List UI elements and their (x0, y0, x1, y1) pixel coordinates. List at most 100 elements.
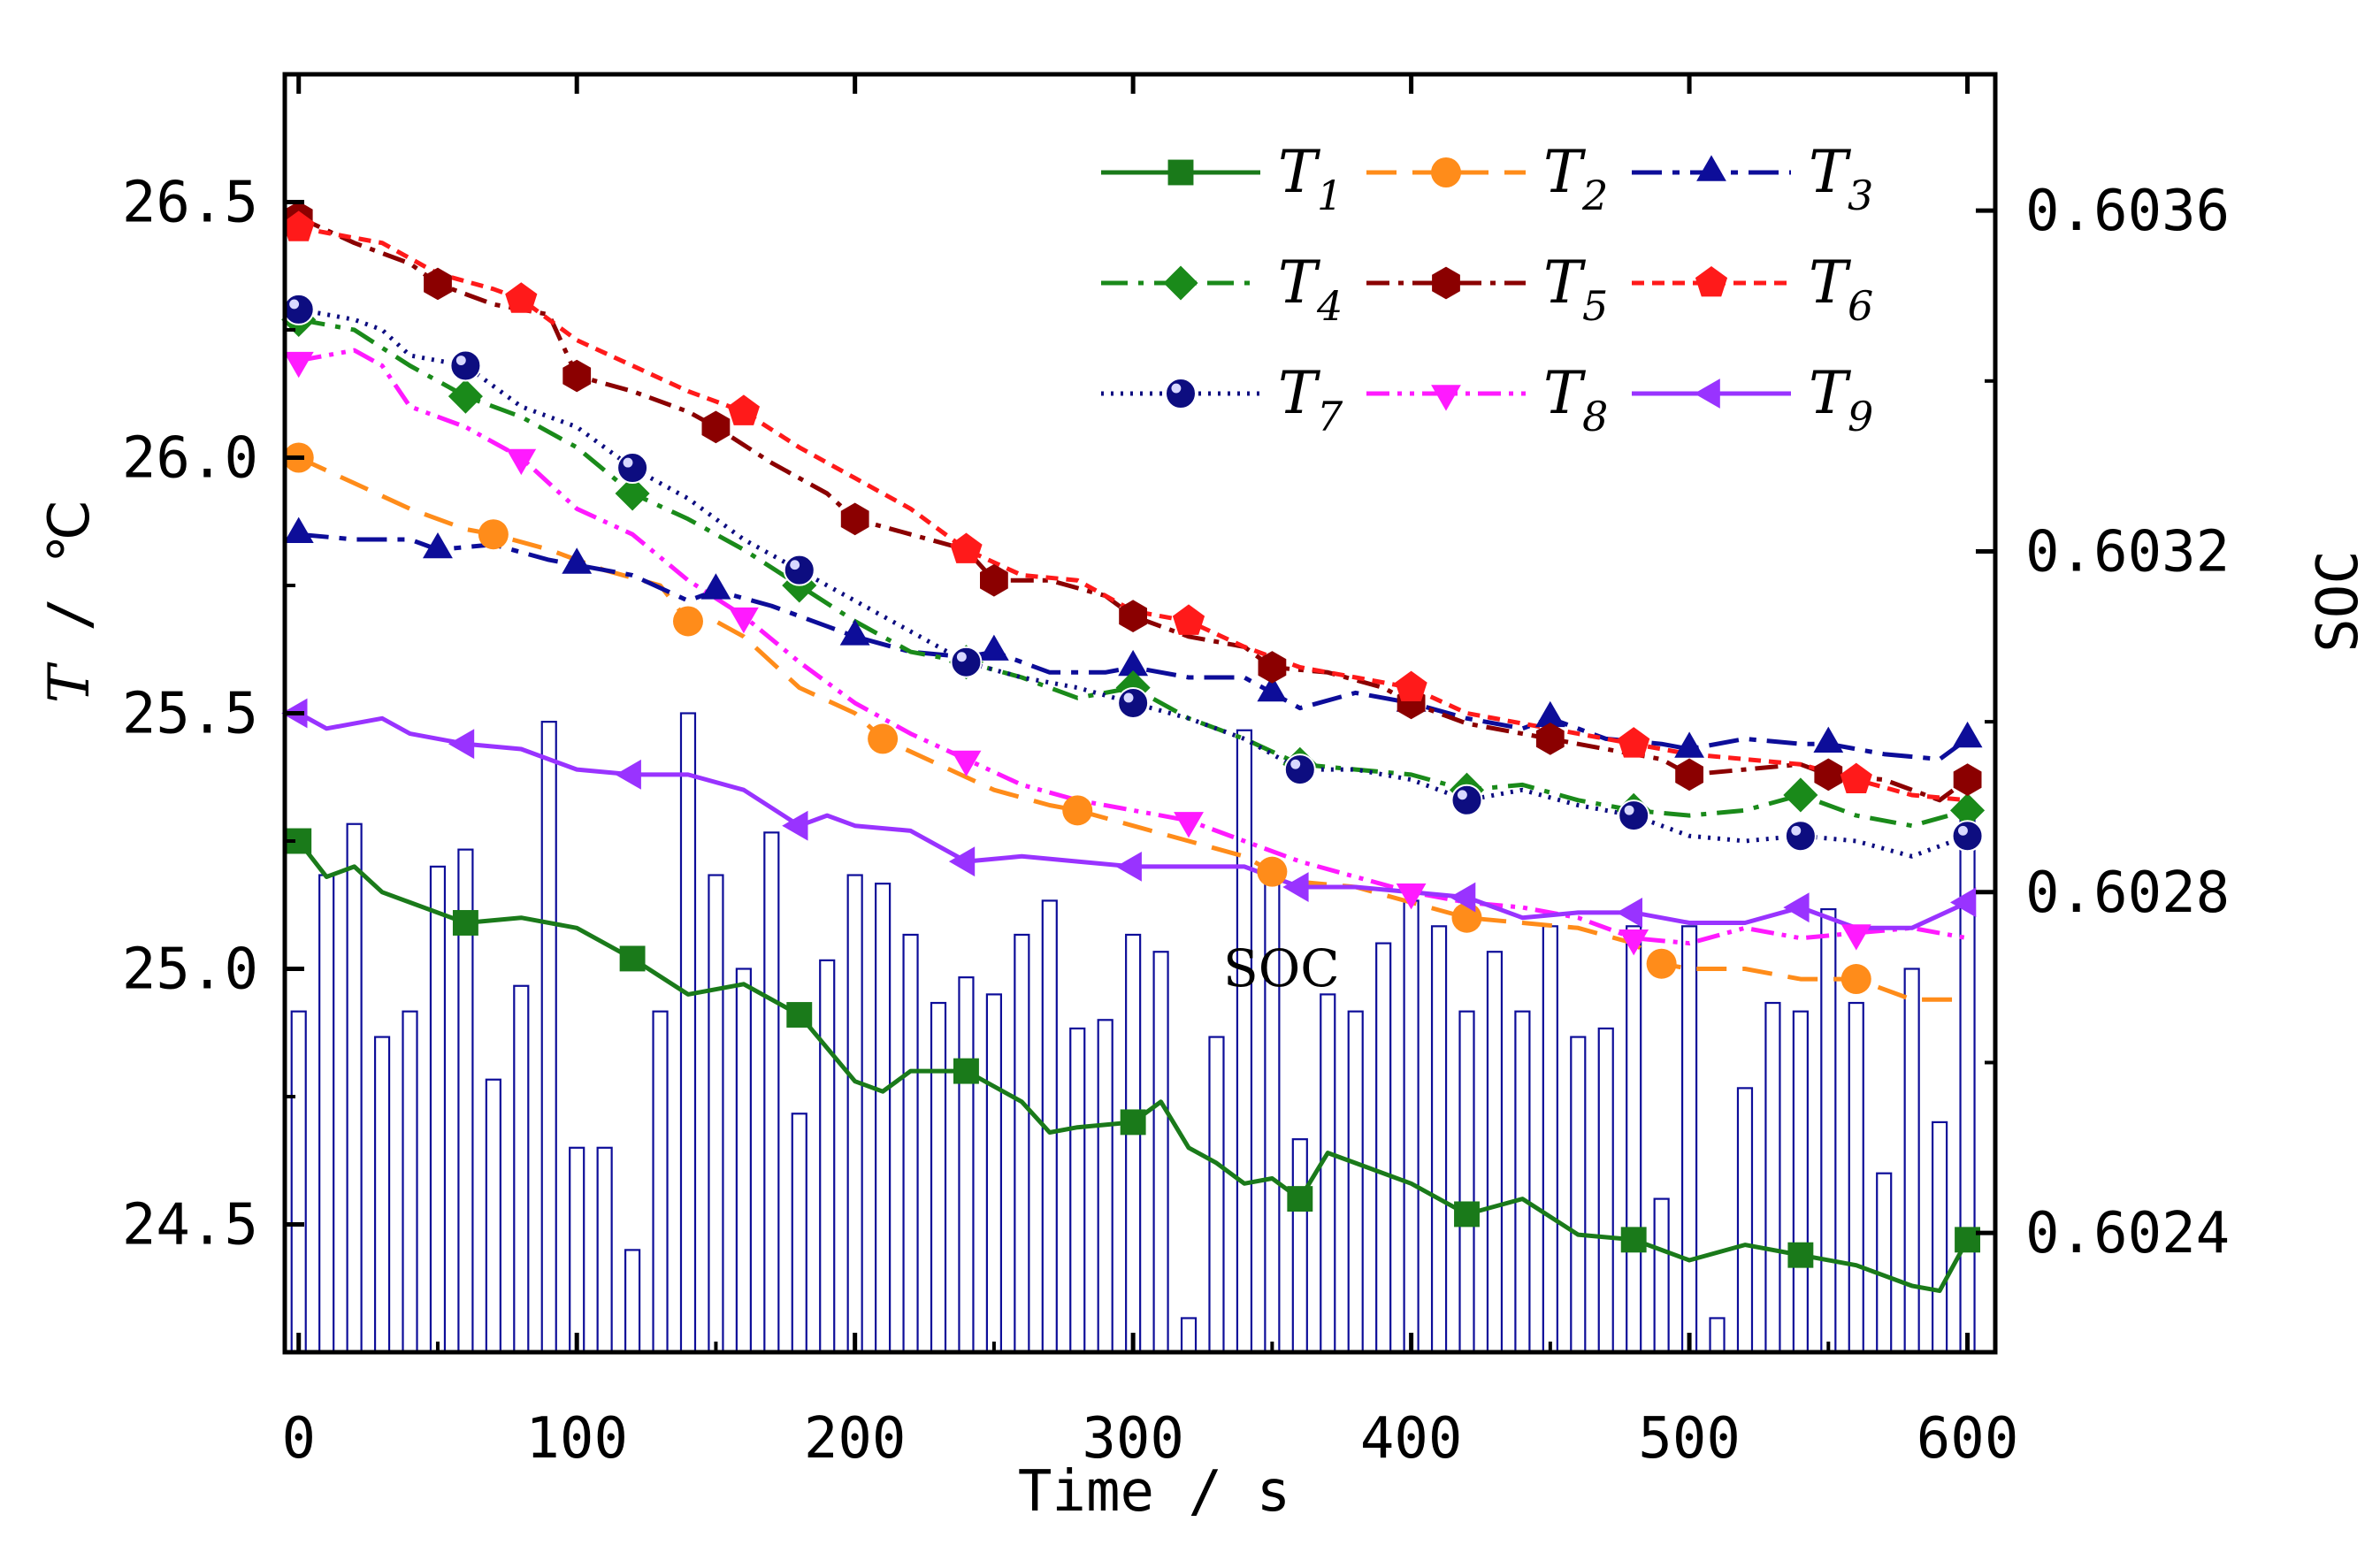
marker-t9 (1115, 852, 1142, 882)
soc-bar (1208, 1036, 1225, 1354)
marker-t7 (1450, 784, 1483, 816)
marker-t5 (1258, 651, 1287, 684)
soc-bar (540, 721, 557, 1354)
legend-item-t9: T9 (1632, 359, 1873, 440)
marker-t1 (1120, 1109, 1146, 1136)
legend-item-t5: T5 (1366, 249, 1608, 330)
soc-bar (791, 1113, 807, 1354)
soc-bar (1236, 729, 1253, 1354)
marker-t5 (1675, 758, 1703, 792)
soc-bar (1430, 925, 1448, 1354)
soc-bar (1320, 993, 1336, 1354)
soc-bar (1347, 1010, 1364, 1354)
soc-bar (1932, 1121, 1948, 1354)
marker-t4 (615, 476, 650, 511)
marker-t6 (505, 282, 538, 313)
marker-t7 (1618, 799, 1650, 832)
soc-bar (985, 993, 1003, 1354)
y-axis-title: T / ℃ (37, 500, 103, 703)
tick-labels: 0 100 200 300 400 500 600 24.5 25.0 25.5 26.0 26.5 0… (122, 171, 2230, 1472)
soc-bar (1626, 925, 1642, 1354)
x-tick-label: 300 (1082, 1406, 1184, 1472)
legend: T1 T2 T3 T4 T5 T6 T7 T8 T9 (1101, 138, 1873, 440)
soc-bar (1514, 1010, 1531, 1354)
soc-bar (1125, 933, 1142, 1354)
series-line-t8 (298, 348, 1969, 946)
x-tick-label: 0 (281, 1406, 316, 1472)
marker-t7 (616, 452, 649, 485)
marker-t9 (1950, 887, 1977, 918)
marker-t2 (1257, 856, 1288, 887)
marker-t1 (452, 910, 478, 936)
soc-bar (596, 1146, 613, 1354)
marker-t1 (1454, 1201, 1480, 1228)
series-line-t3 (298, 532, 1970, 761)
soc-bar (1597, 1027, 1614, 1354)
soc-bar (513, 984, 530, 1354)
x-tick-label: 200 (804, 1406, 907, 1472)
marker-t7-highlight (1958, 825, 1968, 836)
soc-annotation: SOC (1223, 938, 1340, 998)
series-line-t2 (297, 455, 1968, 1002)
marker-t7 (282, 293, 315, 325)
marker-t6 (1172, 604, 1205, 635)
y-tick-label: 25.5 (122, 682, 258, 747)
marker-t2 (1646, 948, 1677, 979)
marker-t3 (423, 532, 453, 559)
legend-label-t6: T6 (1809, 249, 1873, 330)
soc-bar (1903, 968, 1920, 1354)
legend-label-t4: T4 (1278, 249, 1343, 330)
marker-t7-highlight (1457, 790, 1467, 800)
legend-marker-t7-body (1165, 378, 1197, 409)
soc-bar (708, 874, 724, 1354)
marker-t7-body (282, 293, 315, 325)
marker-t6 (727, 394, 760, 425)
x-axis-title: Time / s (1018, 1459, 1290, 1525)
legend-marker-t9 (1694, 379, 1720, 409)
marker-t7-body (1283, 753, 1316, 786)
marker-t8 (1840, 924, 1871, 951)
axis-ticks (285, 74, 1995, 1352)
soc-bar (1876, 1172, 1893, 1354)
soc-bar (958, 976, 975, 1354)
marker-t5 (1814, 758, 1843, 792)
marker-t1 (1787, 1242, 1814, 1268)
series-line-t9 (297, 711, 1969, 930)
marker-t8 (728, 607, 759, 634)
soc-bar (1848, 1001, 1864, 1354)
marker-t1 (1287, 1186, 1313, 1212)
marker-t7-highlight (289, 299, 300, 310)
soc-bar (1542, 925, 1558, 1354)
soc-bar (1709, 1317, 1726, 1354)
soc-bar (1653, 1197, 1670, 1354)
marker-t7-body (1618, 799, 1650, 832)
marker-t7-body (1951, 820, 1984, 853)
soc-bar (318, 874, 335, 1354)
soc-bar (1736, 1087, 1754, 1354)
soc-bar (735, 968, 752, 1354)
soc-bar (930, 1001, 947, 1354)
soc-bar (485, 1078, 501, 1354)
marker-t7-highlight (623, 457, 633, 468)
legend-label-t2: T2 (1543, 138, 1608, 219)
marker-t3 (1118, 649, 1149, 677)
marker-t9 (1616, 898, 1642, 928)
legend-label-t9: T9 (1809, 359, 1873, 440)
soc-bar (763, 831, 780, 1354)
series-markers (281, 201, 1986, 1268)
legend-marker-t8 (1431, 385, 1461, 411)
marker-t7 (1283, 753, 1316, 786)
soc-bar (429, 865, 447, 1354)
x-tick-label: 600 (1917, 1406, 2019, 1472)
legend-item-t6: T6 (1632, 249, 1873, 330)
soc-bar (402, 1010, 418, 1354)
marker-t3 (1813, 726, 1844, 753)
soc-bar (679, 712, 697, 1354)
x-tick-label: 100 (525, 1406, 628, 1472)
soc-bar (902, 933, 919, 1354)
marker-t7-highlight (1290, 759, 1301, 769)
soc-bars (290, 712, 1976, 1354)
marker-t9 (448, 729, 475, 760)
marker-t3 (1534, 700, 1565, 728)
y2-tick-label: 0.6028 (2025, 860, 2230, 926)
